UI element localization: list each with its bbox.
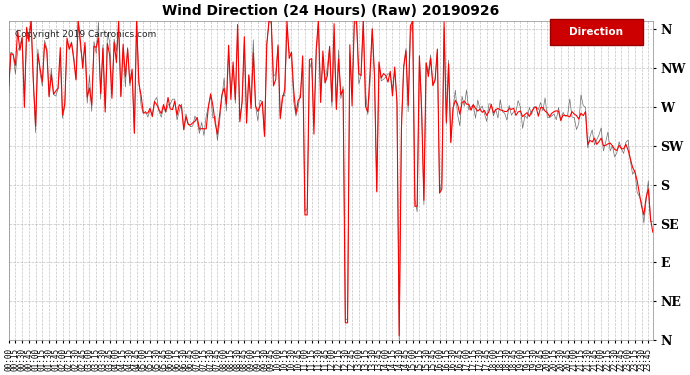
Title: Wind Direction (24 Hours) (Raw) 20190926: Wind Direction (24 Hours) (Raw) 20190926 (162, 4, 500, 18)
FancyBboxPatch shape (550, 19, 643, 45)
Text: Direction: Direction (569, 27, 624, 37)
Text: Copyright 2019 Cartronics.com: Copyright 2019 Cartronics.com (15, 30, 157, 39)
